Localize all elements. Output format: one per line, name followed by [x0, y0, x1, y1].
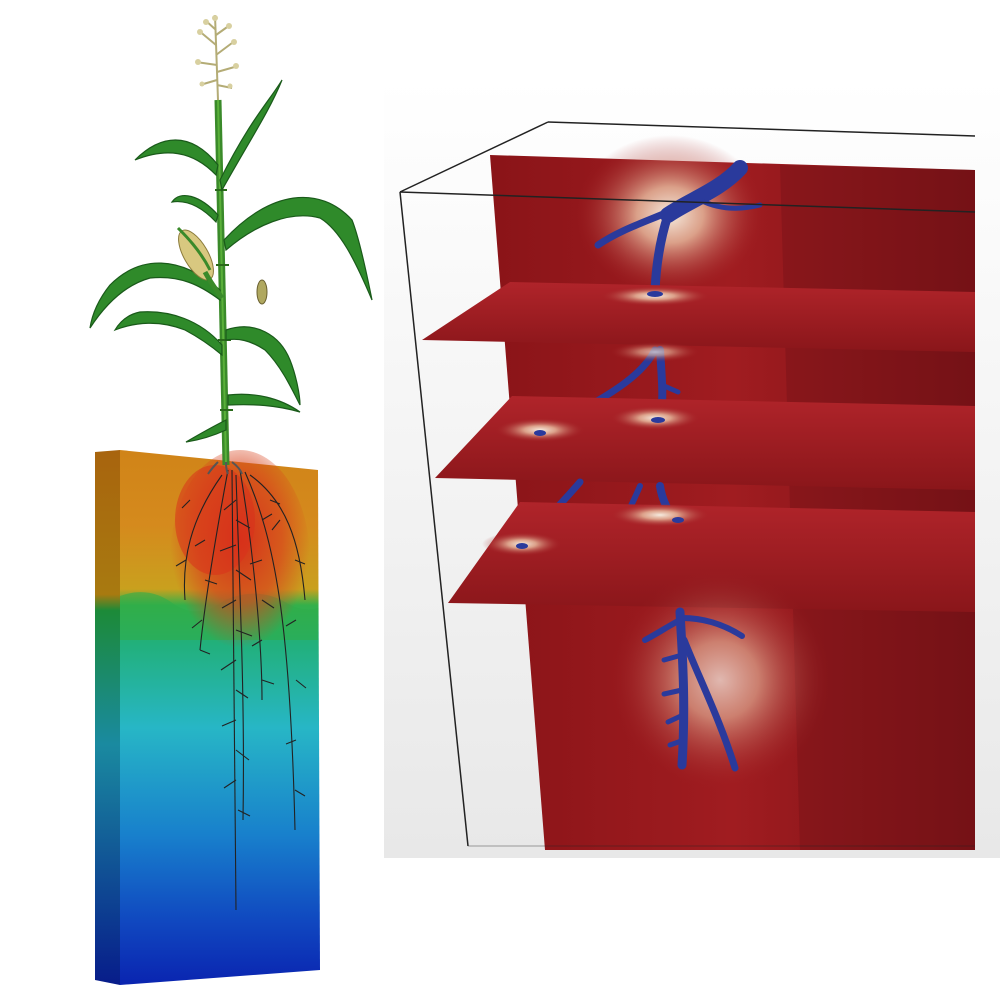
leaf: [134, 139, 219, 177]
root-system: [175, 469, 307, 911]
leaf: [227, 393, 301, 413]
leaf: [185, 419, 227, 443]
crown-roots: [207, 461, 243, 475]
leaf: [113, 311, 223, 357]
leaf: [170, 194, 219, 224]
soil-column: [95, 450, 320, 985]
maize-tassel: [195, 14, 239, 101]
maize-plant: [89, 14, 373, 475]
leaf: [89, 262, 221, 329]
bounding-box: [399, 121, 976, 847]
leaf: [219, 79, 283, 192]
horizontal-slice-1: [422, 282, 975, 352]
root-zoom-panel: [384, 80, 1000, 858]
maize-ear-small: [256, 279, 268, 305]
leaf: [225, 326, 301, 406]
horizontal-slice-3: [448, 502, 975, 612]
root-blue-top: [594, 160, 763, 297]
horizontal-slice-2: [435, 396, 975, 490]
maize-cob: [176, 226, 225, 300]
soil-column-side: [95, 450, 120, 985]
root-blue-bottom: [642, 607, 745, 772]
depletion-zone-upper: [175, 465, 255, 575]
leaf: [223, 196, 373, 301]
